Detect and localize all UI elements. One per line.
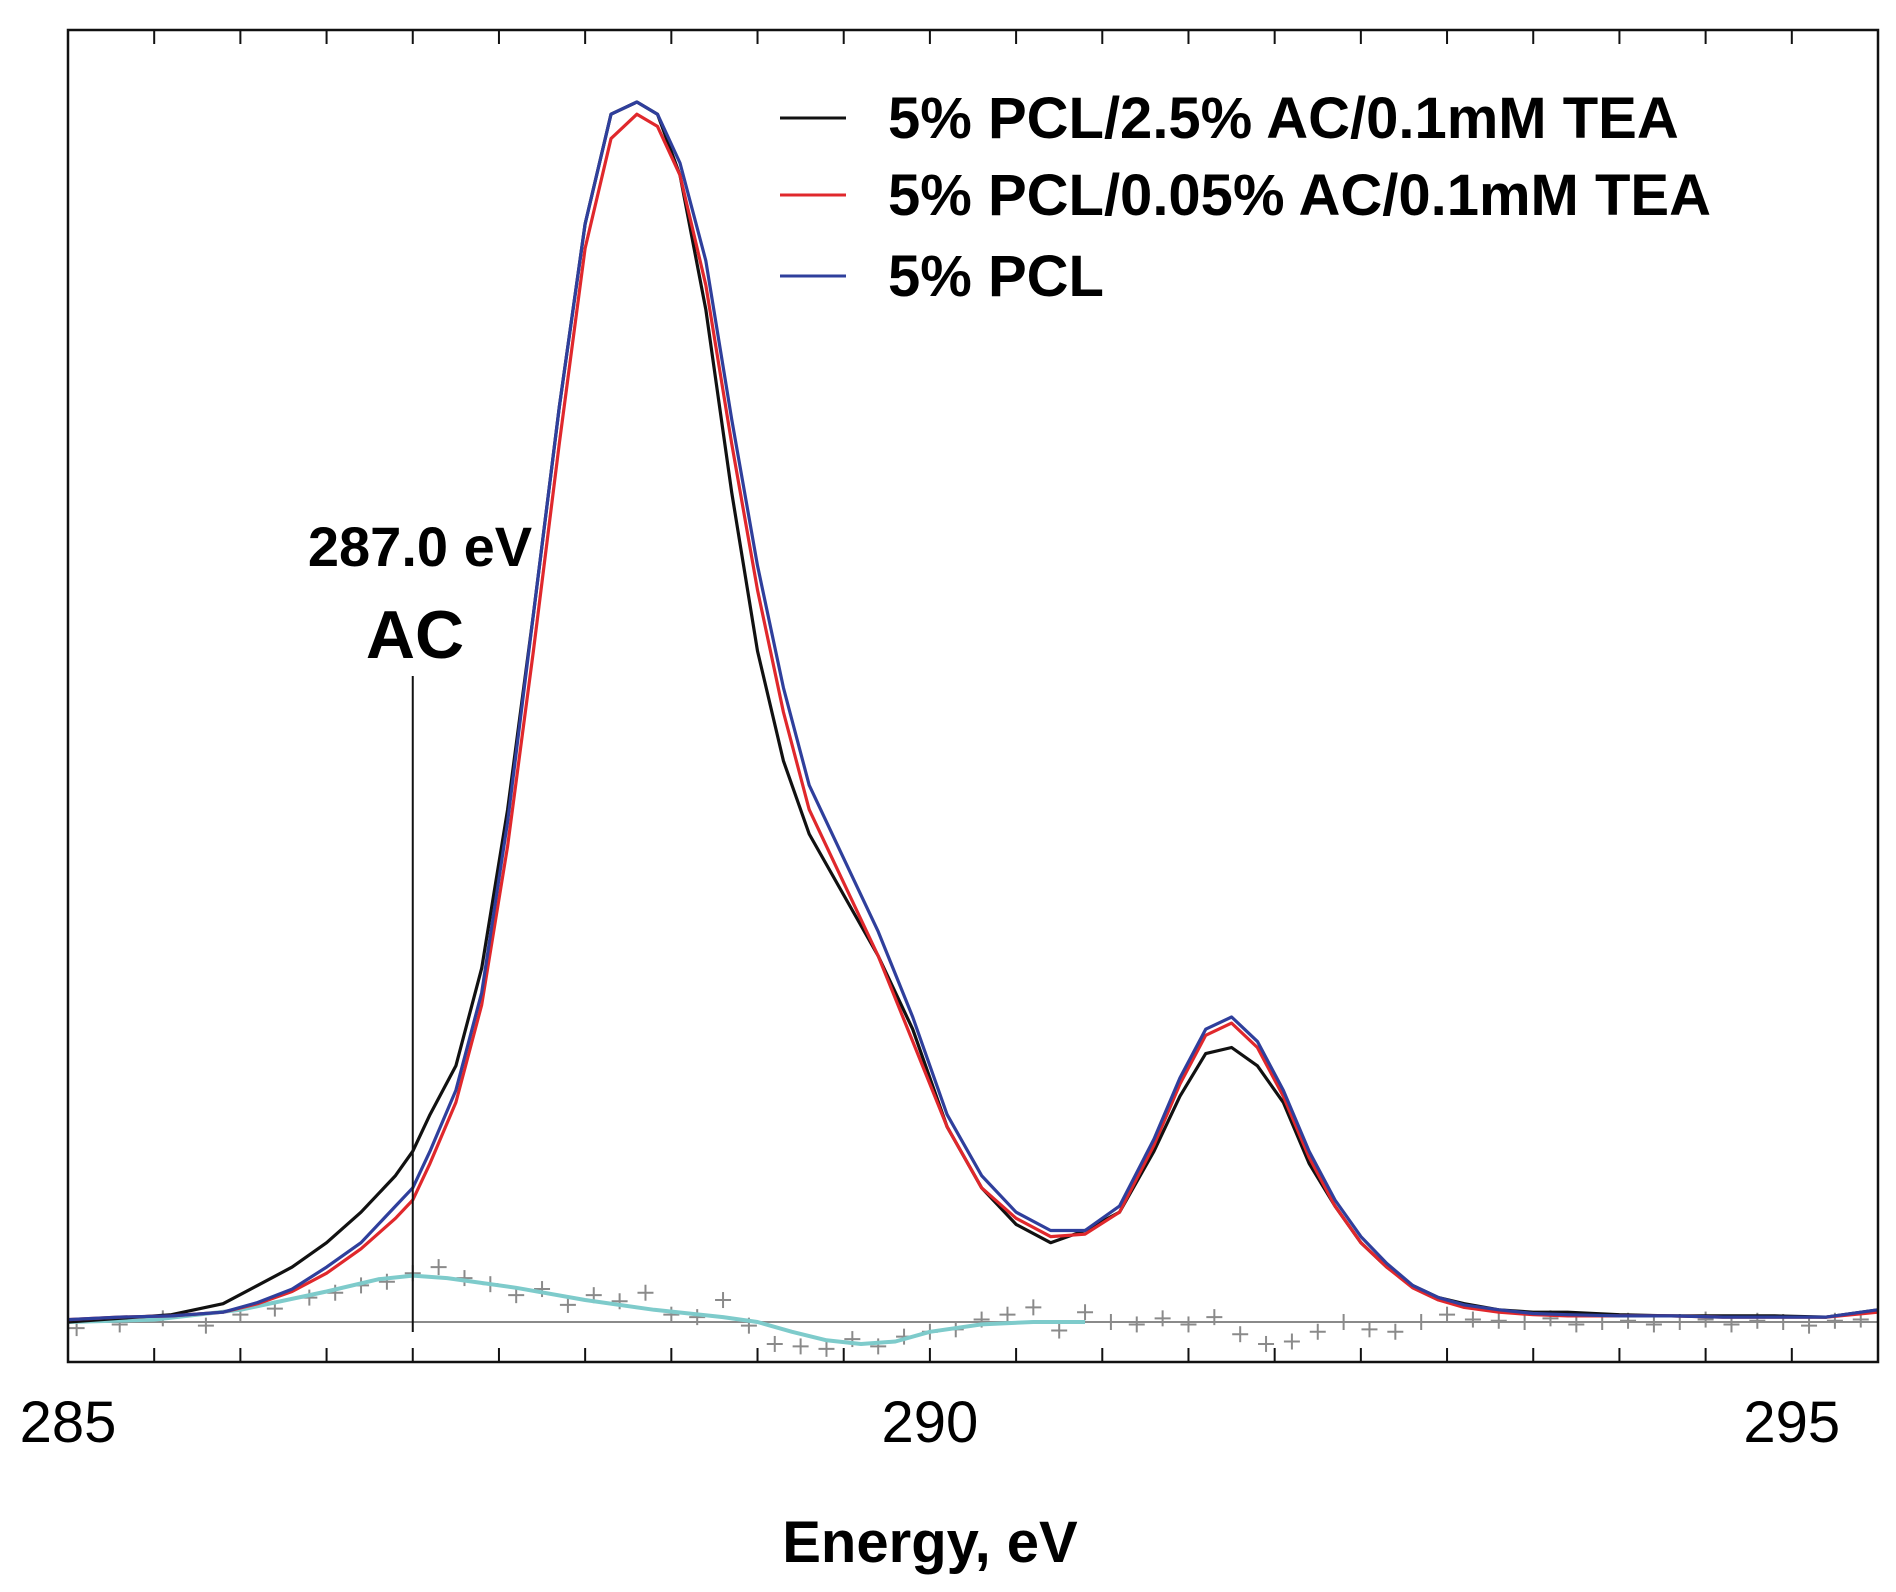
axis-frame-layer [153, 30, 1793, 1362]
difference-fit-curve [67, 1273, 1085, 1346]
legend-item-pcl-2-5-ac: 5% PCL/2.5% AC/0.1mM TEA [780, 86, 1679, 151]
annotation-name-label: AC [366, 597, 464, 673]
annotation-layer: 287.0 eV AC [308, 515, 532, 1332]
legend-item-pcl: 5% PCL [780, 244, 1104, 309]
series-line-pcl [67, 100, 1879, 1322]
series-line-pcl-0-05-ac [67, 112, 1879, 1322]
annotation-energy-label: 287.0 eV [308, 515, 532, 578]
series-layer [67, 100, 1879, 1324]
legend-label-pcl-2-5-ac: 5% PCL/2.5% AC/0.1mM TEA [888, 86, 1679, 151]
plot-frame [66, 28, 1880, 1364]
legend: 5% PCL/2.5% AC/0.1mM TEA 5% PCL/0.05% AC… [780, 86, 1711, 309]
residual-markers-layer [68, 1259, 1869, 1357]
legend-label-pcl-0-05-ac: 5% PCL/0.05% AC/0.1mM TEA [888, 163, 1711, 228]
legend-item-pcl-0-05-ac: 5% PCL/0.05% AC/0.1mM TEA [780, 163, 1711, 228]
difference-fit-layer [67, 1273, 1085, 1346]
x-axis-title: Energy, eV [782, 1510, 1078, 1575]
legend-label-pcl: 5% PCL [888, 244, 1104, 309]
x-tick-label: 295 [1743, 1390, 1840, 1455]
x-tick-label: 290 [882, 1390, 979, 1455]
x-tick-labels: 285 290 295 [20, 1390, 1841, 1455]
x-tick-label: 285 [20, 1390, 117, 1455]
